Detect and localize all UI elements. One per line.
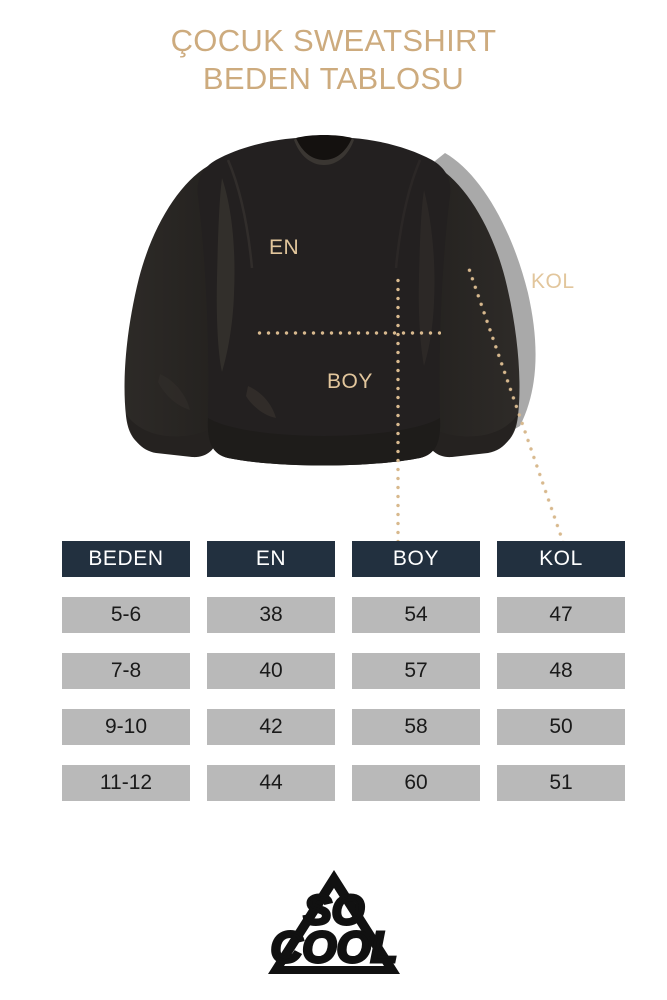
page-title: ÇOCUK SWEATSHIRT BEDEN TABLOSU (0, 22, 667, 98)
cell-en: 38 (207, 597, 335, 633)
cell-boy: 57 (352, 653, 480, 689)
table-header-en: EN (207, 541, 335, 577)
page-title-line-1: ÇOCUK SWEATSHIRT (170, 23, 497, 58)
size-chart-table: BEDEN EN BOY KOL 5-6 38 54 47 7-8 40 57 … (62, 541, 625, 801)
cell-boy: 58 (352, 709, 480, 745)
sweatshirt-illustration (0, 118, 667, 562)
boy-measurement-line (396, 276, 400, 562)
logo-text-so: SO (303, 886, 364, 933)
measurement-label-boy: BOY (327, 370, 373, 393)
measurement-label-kol: KOL (531, 270, 575, 293)
table-row: 9-10 42 58 50 (62, 709, 625, 745)
table-row: 11-12 44 60 51 (62, 765, 625, 801)
measurement-label-en: EN (269, 236, 300, 259)
page-title-line-2: BEDEN TABLOSU (202, 61, 465, 96)
cell-boy: 60 (352, 765, 480, 801)
table-row: 5-6 38 54 47 (62, 597, 625, 633)
cell-beden: 7-8 (62, 653, 190, 689)
table-header-boy: BOY (352, 541, 480, 577)
sweatshirt-graphic (124, 135, 536, 466)
cell-en: 44 (207, 765, 335, 801)
cell-beden: 5-6 (62, 597, 190, 633)
cell-beden: 11-12 (62, 765, 190, 801)
cell-beden: 9-10 (62, 709, 190, 745)
table-header-kol: KOL (497, 541, 625, 577)
cell-kol: 51 (497, 765, 625, 801)
cell-en: 42 (207, 709, 335, 745)
en-measurement-line (255, 331, 441, 335)
brand-logo: SO COOL (0, 862, 667, 987)
cell-kol: 47 (497, 597, 625, 633)
table-header-row: BEDEN EN BOY KOL (62, 541, 625, 577)
cell-boy: 54 (352, 597, 480, 633)
cell-kol: 50 (497, 709, 625, 745)
cell-kol: 48 (497, 653, 625, 689)
so-cool-logo-graphic: SO COOL (267, 870, 400, 974)
logo-text-cool: COOL (270, 923, 397, 972)
table-row: 7-8 40 57 48 (62, 653, 625, 689)
cell-en: 40 (207, 653, 335, 689)
table-header-beden: BEDEN (62, 541, 190, 577)
